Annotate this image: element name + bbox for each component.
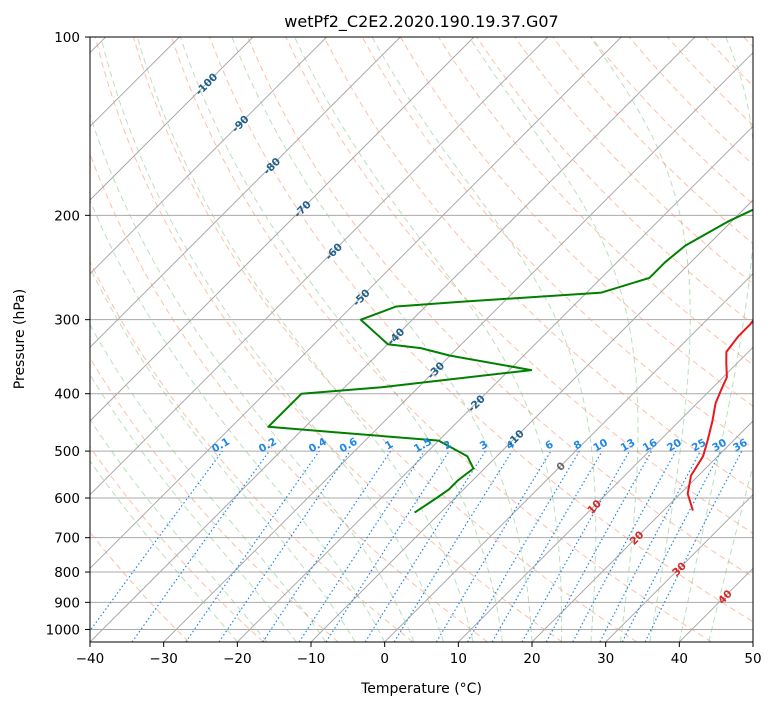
moist-adiabat xyxy=(590,37,691,642)
mixing-ratio-line xyxy=(298,450,425,642)
mixing-ratio-line xyxy=(90,450,223,632)
dry-adiabat xyxy=(209,37,753,623)
y-tick-label: 400 xyxy=(54,387,80,403)
x-tick-label: 0 xyxy=(380,651,389,667)
mixing-ratio-line xyxy=(325,450,450,642)
y-axis-label: Pressure (hPa) xyxy=(12,289,28,389)
moist-adiabat xyxy=(294,37,563,642)
moist-adiabat xyxy=(100,37,445,642)
y-tick-label: 600 xyxy=(54,491,80,507)
y-tick-label: 300 xyxy=(54,313,80,329)
moist-adiabat xyxy=(90,323,327,642)
moist-adiabat xyxy=(90,267,356,642)
mixing-ratio-line xyxy=(545,450,653,642)
x-tick-label: 50 xyxy=(744,651,761,667)
moist-adiabat xyxy=(90,373,297,642)
plot-area xyxy=(90,37,753,642)
dry-adiabat xyxy=(476,37,753,325)
temperature-profile xyxy=(686,318,753,511)
isotherm-gridline xyxy=(531,420,753,642)
mixing-ratio-line xyxy=(218,450,351,642)
moist-adiabat xyxy=(678,37,753,642)
moist-adiabat xyxy=(136,37,474,642)
isotherm-gridline xyxy=(605,493,753,642)
moist-adiabat xyxy=(468,37,639,642)
x-tick-label: 10 xyxy=(450,651,467,667)
isotherm-gridline xyxy=(90,37,696,642)
x-tick-label: 40 xyxy=(671,651,688,667)
dry-adiabat xyxy=(90,446,264,642)
dry-adiabat xyxy=(171,37,712,642)
y-tick-label: 900 xyxy=(54,595,80,611)
x-tick-label: −40 xyxy=(76,651,105,667)
dry-adiabat xyxy=(247,37,753,578)
isotherm-gridline xyxy=(90,37,254,201)
x-axis: −40 −30 −20 −10 0 10 20 30 40 50 xyxy=(76,642,762,667)
isotherm-gridline xyxy=(90,37,401,349)
y-axis: 100 200 300 400 500 600 700 800 900 1000 xyxy=(46,30,90,638)
isotherm-gridline xyxy=(457,346,753,642)
x-tick-label: 30 xyxy=(597,651,614,667)
isotherm-gridline xyxy=(90,37,549,496)
dewpoint-profile xyxy=(267,208,753,514)
moist-adiabat xyxy=(90,418,268,642)
dry-adiabat xyxy=(285,37,753,535)
moist-adiabat xyxy=(179,37,503,642)
mixing-ratio-line xyxy=(262,450,392,642)
isotherm-gridline xyxy=(90,37,475,422)
moist-adiabat xyxy=(90,199,386,642)
chart-title: wetPf2_C2E2.2020.190.19.37.G07 xyxy=(284,12,558,32)
moist-adiabat xyxy=(708,464,753,642)
dry-adiabat xyxy=(90,356,339,642)
y-tick-label: 500 xyxy=(54,444,80,460)
x-tick-label: −20 xyxy=(223,651,252,667)
dry-adiabat xyxy=(323,37,753,491)
mixing-ratio-line xyxy=(185,450,320,642)
y-tick-label: 100 xyxy=(54,30,80,46)
x-tick-label: −30 xyxy=(149,651,178,667)
y-tick-label: 1000 xyxy=(46,622,80,638)
isotherm-gridline xyxy=(163,51,753,642)
moist-adiabat xyxy=(90,460,238,642)
mixing-ratio-line xyxy=(131,450,270,642)
y-tick-label: 700 xyxy=(54,531,80,547)
plot-frame xyxy=(89,36,754,643)
y-tick-label: 200 xyxy=(54,208,80,224)
isotherm-gridline xyxy=(90,37,622,570)
isotherm-gridline xyxy=(90,37,328,275)
y-tick-label: 800 xyxy=(54,565,80,581)
moist-adiabat xyxy=(231,37,533,642)
mixing-ratio-line xyxy=(393,450,513,642)
moist-adiabat xyxy=(90,113,415,642)
x-axis-label: Temperature (°C) xyxy=(360,681,482,697)
isotherm-gridline xyxy=(236,125,753,642)
dry-adiabat xyxy=(94,37,563,642)
mixing-ratio-line xyxy=(644,450,743,642)
dry-adiabat xyxy=(90,260,414,642)
dry-adiabat xyxy=(132,37,638,642)
isotherm-gridline xyxy=(310,199,753,642)
mixing-ratio-line xyxy=(572,450,677,642)
x-tick-label: 20 xyxy=(523,651,540,667)
x-tick-label: −10 xyxy=(297,651,326,667)
moist-adiabat xyxy=(371,37,597,642)
isotherm-gridline xyxy=(384,272,753,642)
dry-adiabat xyxy=(514,37,753,285)
mixing-ratio-line xyxy=(521,450,631,642)
